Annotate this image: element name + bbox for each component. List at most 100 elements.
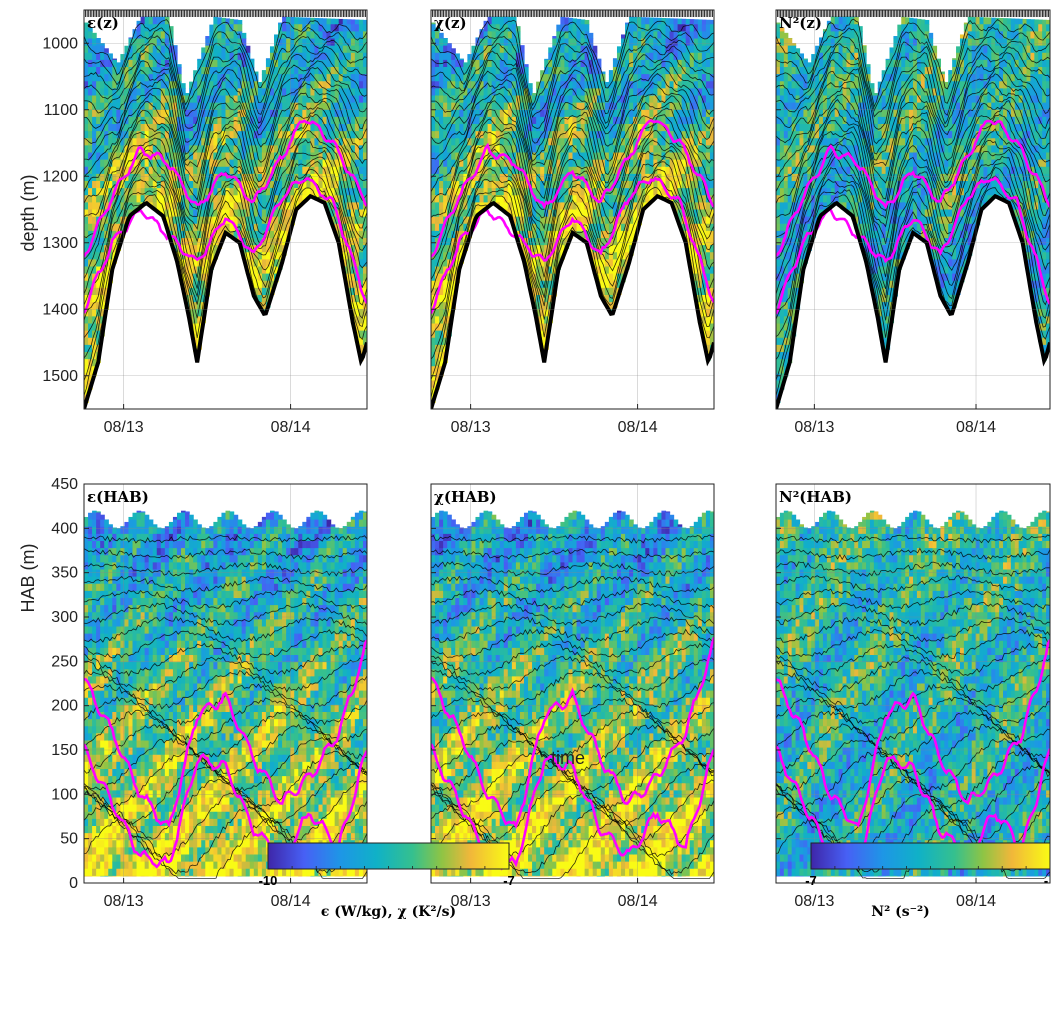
heatmap-cell [88,223,93,232]
heatmap-cell [483,67,489,75]
heatmap-cell [116,152,121,161]
heatmap-cell [435,173,440,182]
heatmap-cell [625,88,630,97]
heatmap-cell [310,38,316,47]
heatmap-cell [350,88,356,97]
heatmap-cell [136,195,142,203]
heatmap-cell [168,116,174,125]
heatmap-cell [213,124,219,132]
heatmap-cell [491,173,497,182]
heatmap-cell [84,287,89,296]
heatmap-cell [152,159,158,168]
heatmap-cell [604,145,610,154]
heatmap-cell [633,216,638,225]
heatmap-cell [515,173,521,182]
heatmap-cell [463,67,468,75]
heatmap-cell [104,238,109,246]
heatmap-cell [649,173,654,182]
heatmap-cell [213,38,219,47]
heatmap-cell [237,67,243,75]
heatmap-cell [128,88,134,97]
heatmap-cell [665,102,671,111]
heatmap-cell [705,266,711,275]
heatmap-cell [229,145,235,154]
heatmap-cell [306,52,311,61]
heatmap-cell [439,124,444,132]
heatmap-cell [649,31,654,40]
heatmap-cell [439,344,444,353]
heatmap-cell [552,131,557,139]
heatmap-cell [172,59,178,68]
heatmap-cell [108,166,113,175]
heatmap-cell [84,216,89,225]
heatmap-cell [459,216,464,225]
heatmap-cell [491,109,497,118]
heatmap-cell [92,202,97,211]
heatmap-cell [625,245,630,253]
heatmap-cell [144,124,150,132]
heatmap-cell [431,309,436,317]
heatmap-cell [443,45,448,54]
heatmap-cell [185,202,190,211]
heatmap-cell [108,173,113,182]
heatmap-cell [503,17,509,25]
heatmap-cell [515,38,521,47]
heatmap-cell [540,273,545,282]
heatmap-cell [572,74,578,82]
heatmap-cell [701,95,707,104]
heatmap-cell [592,230,598,239]
heatmap-cell [362,116,367,125]
heatmap-cell [249,95,255,104]
heatmap-cell [515,138,521,146]
heatmap-cell [148,116,154,125]
heatmap-cell [596,102,602,111]
heatmap-cell [92,216,97,225]
heatmap-cell [302,138,307,146]
heatmap-cell [560,188,566,196]
heatmap-cell [665,181,671,189]
heatmap-cell [265,266,271,275]
heatmap-cell [245,238,251,246]
heatmap-cell [657,95,663,104]
heatmap-cell [176,238,182,246]
heatmap-cell [459,58,464,61]
heatmap-cell [576,188,582,196]
heatmap-cell [306,138,311,146]
heatmap-cell [689,209,695,218]
heatmap-cell [233,181,239,189]
heatmap-cell [532,259,537,268]
heatmap-cell [475,124,481,132]
heatmap-cell [641,181,646,189]
heatmap-cell [701,223,707,232]
heatmap-cell [479,173,485,182]
heatmap-cell [673,18,679,25]
heatmap-cell [641,202,646,211]
heatmap-cell [705,195,711,203]
heatmap-cell [282,138,287,146]
heatmap-cell [568,195,574,203]
heatmap-cell [185,109,190,118]
heatmap-cell [580,59,586,68]
heatmap-cell [290,24,295,32]
heatmap-cell [213,88,219,97]
heatmap-cell [564,124,570,132]
heatmap-cell [197,252,202,260]
heatmap-cell [298,102,303,111]
heatmap-cell [286,74,291,82]
heatmap-cell [193,195,198,203]
heatmap-cell [451,88,456,97]
heatmap-cell [467,138,473,146]
heatmap-cell [649,188,654,196]
heatmap-cell [132,45,138,54]
heatmap-cell [362,238,367,246]
heatmap-cell [160,202,166,211]
heatmap-cell [229,223,235,232]
isopycnal-contour [84,139,367,295]
heatmap-cell [536,259,541,268]
heatmap-cell [334,74,340,82]
heatmap-cell [330,31,336,40]
heatmap-cell [439,188,444,196]
heatmap-cell [274,88,279,97]
heatmap-cell [96,138,101,146]
heatmap-cell [697,102,703,111]
